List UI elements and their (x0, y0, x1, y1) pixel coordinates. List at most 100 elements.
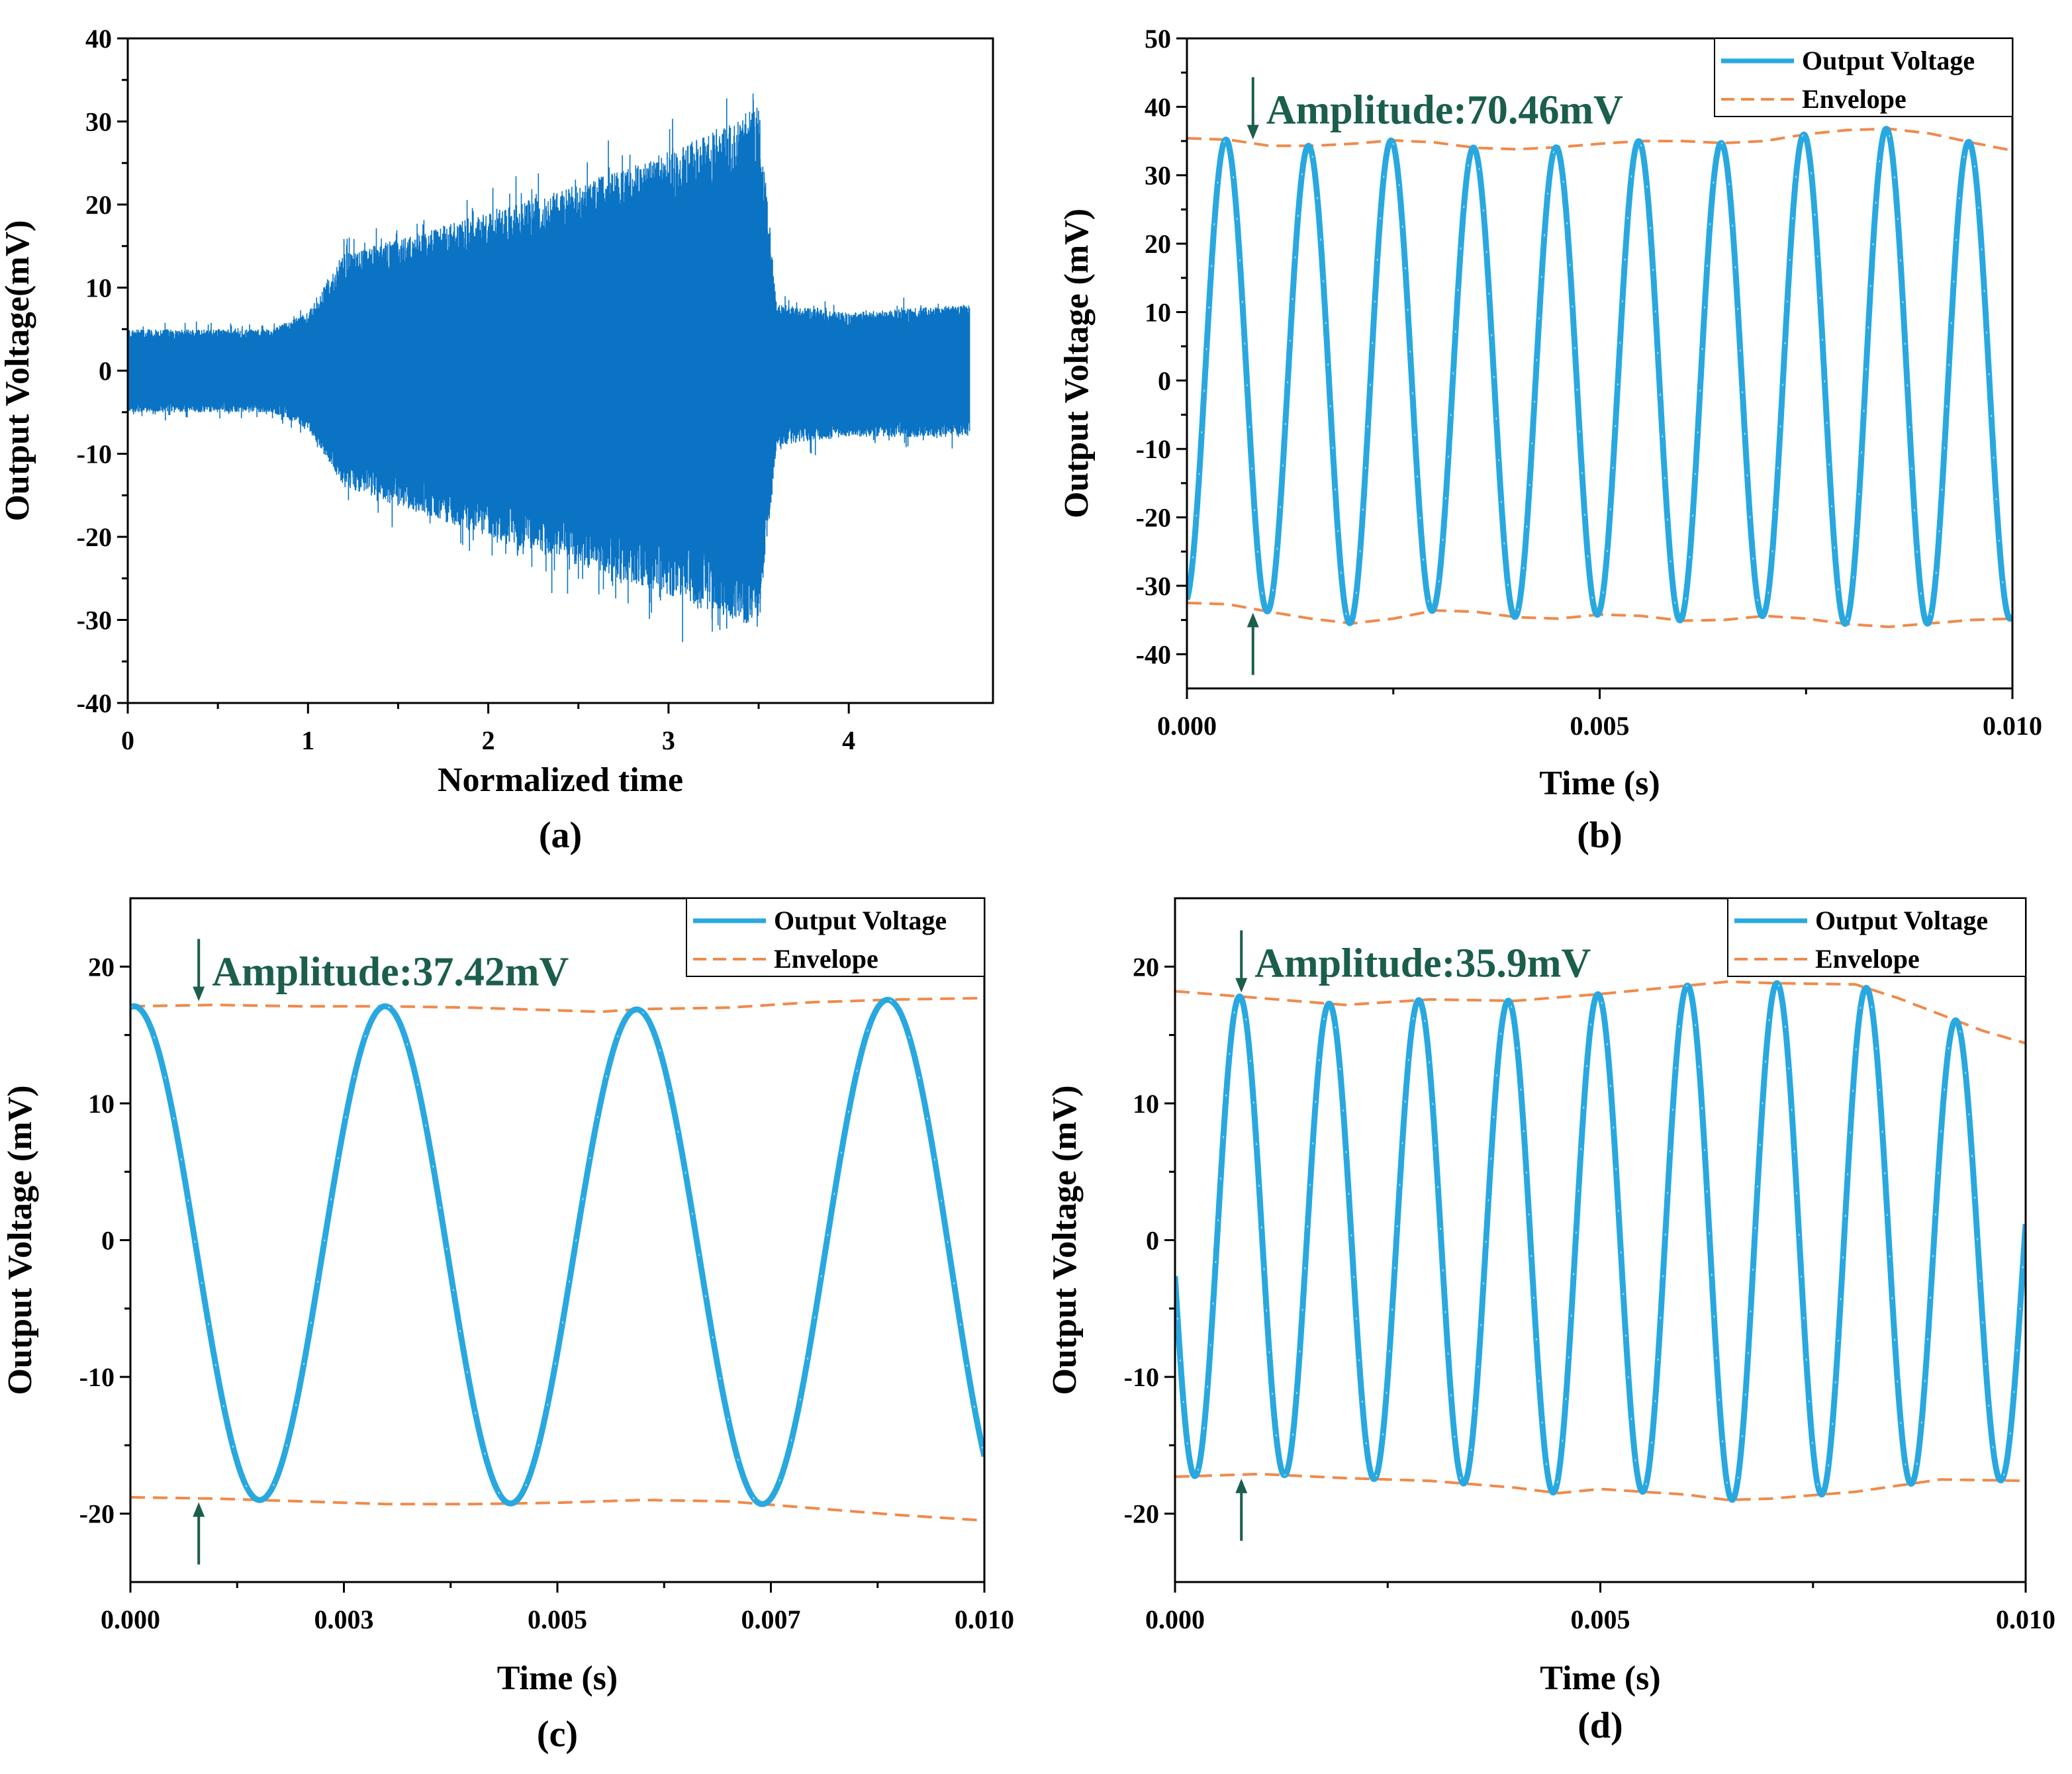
panel-label: (c) (537, 1714, 578, 1755)
arrow-up-head (1235, 1478, 1248, 1493)
arrow-down-head (1235, 978, 1248, 993)
y-tick-label: 0 (101, 1226, 115, 1256)
y-tick-label: -10 (79, 1362, 115, 1392)
y-tick-label: 30 (1145, 161, 1171, 191)
legend-label: Output Voltage (1802, 46, 1975, 75)
y-tick-label: 20 (1145, 229, 1171, 259)
legend-label: Envelope (1802, 84, 1907, 114)
x-tick-label: 0.005 (1570, 711, 1630, 741)
y-axis-title: Output Voltage (mV) (1058, 209, 1096, 518)
amplitude-label: Amplitude:35.9mV (1254, 941, 1591, 986)
plot-area (1175, 980, 2026, 1503)
plot-area (130, 996, 984, 1522)
chart-panel-d: 0.000 0.005 0.010 -20 -10 0 10 20 Time (s) Output… (1046, 897, 2055, 1746)
plot-area (1187, 126, 2012, 629)
series-envelope-upper (1175, 980, 2026, 1045)
y-tick-label: -20 (79, 1499, 115, 1529)
legend: Output Voltage Envelope (1727, 898, 2026, 977)
panel-label: (b) (1577, 815, 1622, 856)
y-tick-label: -40 (1136, 639, 1171, 669)
x-tick-label: 0.010 (1996, 1605, 2055, 1634)
arrow-down-head (193, 986, 205, 1002)
x-tick-label: 0.010 (955, 1605, 1014, 1634)
x-axis-title: Time (s) (1540, 1659, 1660, 1697)
y-tick-label: -10 (1124, 1362, 1159, 1392)
y-tick-label: -20 (1136, 503, 1171, 533)
y-axis-title: Output Voltage (mV) (1046, 1085, 1084, 1395)
legend-box (686, 898, 985, 977)
legend-label: Output Voltage (1815, 906, 1988, 935)
y-tick-label: -30 (77, 606, 112, 635)
arrow-up-head (193, 1502, 205, 1517)
y-tick-label: 20 (1133, 952, 1159, 982)
amplitude-annotation: Amplitude:35.9mV (1235, 930, 1591, 1541)
y-tick-label: 10 (1145, 297, 1171, 327)
y-tick-label: 0 (1146, 1226, 1159, 1256)
y-tick-label: 10 (1133, 1089, 1159, 1119)
x-axis-title: Time (s) (1539, 765, 1660, 802)
x-tick-label: 2 (482, 725, 495, 755)
series-envelope-upper (130, 996, 984, 1013)
legend: Output Voltage Envelope (1714, 38, 2013, 117)
y-tick-label: -20 (77, 522, 112, 552)
y-axis-title: Output Voltage(mV) (0, 220, 36, 521)
panel-label: (a) (539, 815, 582, 856)
y-tick-label: -30 (1136, 571, 1171, 601)
amplitude-annotation: Amplitude:70.46mV (1247, 77, 1623, 675)
panel-label: (d) (1578, 1705, 1623, 1746)
y-tick-label: 40 (1145, 92, 1171, 122)
y-tick-label: 0 (99, 356, 112, 386)
x-tick-label: 0.000 (1145, 1605, 1205, 1634)
x-tick-label: 0.000 (101, 1605, 160, 1634)
legend-label: Envelope (1815, 944, 1920, 974)
y-tick-label: 0 (1158, 366, 1171, 396)
legend-box (1714, 38, 2013, 117)
chart-panel-b: 0.000 0.005 0.010 -40 -30 -20 -10 0 10 20 30 40 50 Ti… (1058, 24, 2042, 856)
chart-panel-c: 0.000 0.003 0.005 0.007 0.010 -20 -10 0 10 20 Time… (1, 897, 1014, 1755)
amplitude-annotation: Amplitude:37.42mV (193, 939, 569, 1565)
x-tick-label: 3 (662, 725, 675, 755)
legend-box (1727, 898, 2026, 977)
y-tick-label: -20 (1124, 1499, 1159, 1529)
y-tick-label: -10 (1136, 434, 1171, 464)
chart-panel-a: 0 1 2 3 4 -40 -30 -20 -10 0 10 20 30 40 Normalized tim… (0, 24, 994, 856)
series-envelope-upper (1187, 127, 2012, 152)
y-tick-label: -40 (77, 688, 112, 718)
y-tick-label: 10 (85, 273, 112, 303)
series-output-voltage-highlight (1187, 128, 2012, 625)
x-tick-label: 0.003 (314, 1605, 374, 1634)
legend: Output Voltage Envelope (686, 898, 985, 977)
x-tick-label: 1 (301, 725, 314, 755)
y-axis-title: Output Voltage (mV) (1, 1085, 39, 1395)
y-tick-label: 10 (88, 1089, 115, 1119)
amplitude-label: Amplitude:70.46mV (1266, 88, 1623, 133)
x-axis-title: Normalized time (438, 761, 683, 799)
legend-label: Envelope (774, 944, 878, 974)
x-tick-label: 0 (121, 725, 134, 755)
legend-label: Output Voltage (774, 906, 947, 935)
y-tick-label: 40 (85, 24, 112, 54)
y-tick-label: 30 (85, 107, 112, 137)
x-tick-label: 0.005 (1571, 1605, 1630, 1634)
plot-area (128, 93, 970, 642)
series-envelope-lower (130, 1495, 984, 1522)
x-tick-label: 0.007 (741, 1605, 801, 1634)
series-output-voltage (1175, 980, 2026, 1503)
arrow-up-head (1247, 612, 1259, 628)
y-tick-label: 20 (85, 190, 112, 220)
x-tick-label: 0.005 (528, 1605, 587, 1634)
y-tick-label: 50 (1145, 24, 1171, 54)
x-tick-label: 4 (842, 725, 855, 755)
y-tick-label: -10 (77, 440, 112, 469)
x-tick-label: 0.000 (1157, 711, 1217, 741)
series-output-voltage-core (128, 179, 970, 556)
series-output-voltage (130, 996, 984, 1507)
x-axis-title: Time (s) (497, 1659, 618, 1697)
series-output-voltage (1187, 126, 2012, 627)
x-tick-label: 0.010 (1983, 711, 2042, 741)
amplitude-label: Amplitude:37.42mV (212, 950, 569, 995)
y-tick-label: 20 (88, 952, 115, 982)
arrow-down-head (1247, 124, 1259, 140)
series-envelope-lower (1175, 1472, 2026, 1502)
